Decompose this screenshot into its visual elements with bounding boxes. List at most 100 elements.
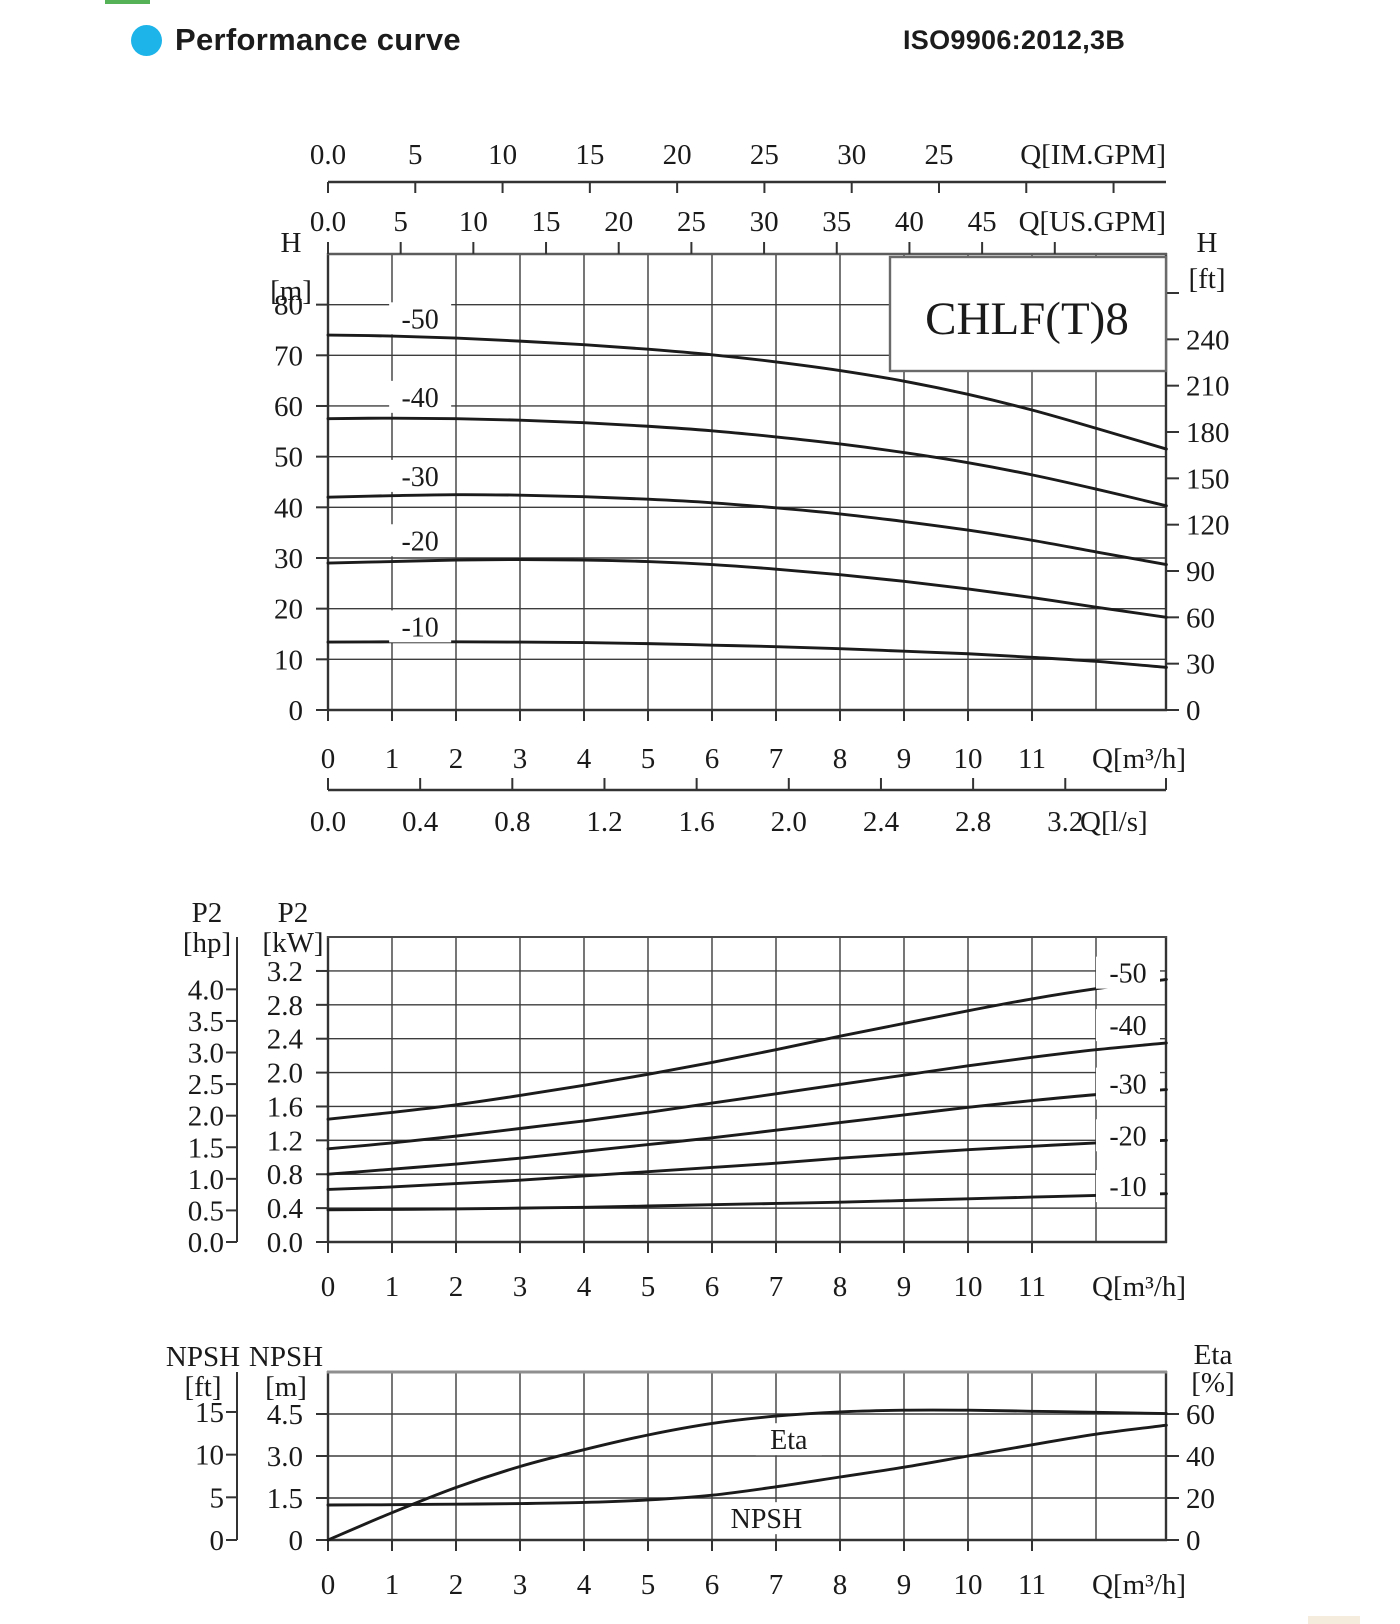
curve--30 — [326, 493, 1168, 567]
curve-label: NPSH — [731, 1504, 803, 1535]
curve-label: -30 — [401, 462, 438, 493]
secondary-left-tick-label: 0.5 — [188, 1195, 224, 1227]
left-axis-title-unit: [m] — [270, 275, 312, 307]
secondary-left-tick-label: 2.5 — [188, 1069, 224, 1101]
chart-npsh: 01.53.04.5NPSH[m]051015NPSH[ft]0204060Et… — [166, 1339, 1235, 1601]
im-gpm-tick-label: 10 — [488, 139, 517, 171]
bottom-axis-tick-label: 9 — [897, 1569, 912, 1601]
lps-tick-label: 2.4 — [863, 806, 900, 838]
left-axis-title-unit: [m] — [265, 1371, 307, 1403]
curve-label: -40 — [1109, 1011, 1146, 1042]
lps-tick-label: 2.0 — [771, 806, 807, 838]
curve--10 — [326, 1192, 1168, 1212]
left-axis-tick-label: 3.2 — [267, 956, 303, 988]
secondary-left-axis-title: NPSH — [166, 1341, 240, 1373]
lps-tick-label: 0.4 — [402, 806, 439, 838]
decoration-green-sliver — [105, 0, 150, 4]
right-axis-tick-label: 60 — [1186, 602, 1215, 634]
im-gpm-tick-label: 25 — [924, 139, 953, 171]
us-gpm-tick-label: 5 — [393, 206, 408, 238]
bottom-axis-tick-label: 10 — [954, 1569, 983, 1601]
bottom-axis-tick-label: 11 — [1018, 1569, 1046, 1601]
right-axis-tick-label: 150 — [1186, 463, 1230, 495]
decoration-tan-sliver — [1308, 1616, 1360, 1624]
bottom-axis-tick-label: 3 — [513, 743, 528, 775]
curve--40 — [326, 416, 1168, 508]
bottom-axis-tick-label: 8 — [833, 743, 848, 775]
bottom-axis-tick-label: 3 — [513, 1569, 528, 1601]
curve-label-bg — [389, 380, 452, 413]
curve-label-bg — [755, 1423, 822, 1456]
left-axis-tick-label: 70 — [274, 340, 303, 372]
curve--50 — [326, 977, 1168, 1121]
left-axis-title: H — [281, 227, 302, 259]
curve--40 — [326, 1041, 1168, 1151]
curve-label: -20 — [401, 526, 438, 557]
chart-power: 0.00.40.81.21.62.02.42.83.2P2[kW]0.00.51… — [183, 897, 1186, 1303]
bottom-axis-tick-label: 5 — [641, 1271, 656, 1303]
bottom-axis-tick-label: 1 — [385, 743, 400, 775]
lps-tick-label: 2.8 — [955, 806, 991, 838]
bottom-axis-tick-label: 3 — [513, 1271, 528, 1303]
model-label: CHLF(T)8 — [925, 293, 1129, 345]
secondary-left-tick-label: 0.0 — [188, 1227, 224, 1259]
secondary-left-tick-label: 4.0 — [188, 974, 224, 1006]
curve-label-bg — [1096, 1067, 1160, 1100]
bottom-axis-title: Q[m³/h] — [1092, 1569, 1186, 1601]
bottom-axis-tick-label: 2 — [449, 1271, 464, 1303]
curve-label-bg — [389, 302, 452, 335]
bottom-axis-tick-label: 0 — [321, 1569, 336, 1601]
secondary-left-tick-label: 1.0 — [188, 1164, 224, 1196]
us-gpm-tick-label: 0.0 — [310, 206, 346, 238]
curve-label: -10 — [401, 612, 438, 643]
bottom-axis-tick-label: 7 — [769, 1569, 784, 1601]
us-gpm-tick-label: 40 — [895, 206, 924, 238]
im-gpm-tick-label: 20 — [663, 139, 692, 171]
us-gpm-tick-label: 10 — [459, 206, 488, 238]
curve-label-bg — [389, 524, 452, 557]
left-axis-tick-label: 2.0 — [267, 1058, 303, 1090]
left-axis-tick-label: 0.4 — [267, 1193, 304, 1225]
bottom-axis-tick-label: 4 — [577, 743, 592, 775]
curve-label: -30 — [1109, 1070, 1146, 1101]
us-gpm-tick-label: 30 — [750, 206, 779, 238]
us-gpm-axis-title: Q[US.GPM] — [1019, 206, 1166, 238]
left-axis-tick-label: 2.4 — [267, 1024, 304, 1056]
bottom-axis-title: Q[m³/h] — [1092, 1271, 1186, 1303]
lps-tick-label: 1.2 — [586, 806, 622, 838]
us-gpm-tick-label: 25 — [677, 206, 706, 238]
bottom-axis-tick-label: 10 — [954, 743, 983, 775]
right-axis-tick-label: 240 — [1186, 324, 1230, 356]
secondary-left-tick-label: 3.5 — [188, 1006, 224, 1038]
right-axis-tick-label: 120 — [1186, 510, 1230, 542]
secondary-left-tick-label: 2.0 — [188, 1101, 224, 1133]
curve--30 — [326, 1088, 1168, 1176]
im-gpm-tick-label: 0.0 — [310, 139, 346, 171]
left-axis-tick-label: 2.8 — [267, 990, 303, 1022]
bottom-axis-tick-label: 0 — [321, 1271, 336, 1303]
chart-head: 01020304050607080H[m]0306090120150180210… — [270, 139, 1229, 838]
right-axis-tick-label: 60 — [1186, 1399, 1215, 1431]
lps-tick-label: 0.0 — [310, 806, 346, 838]
bottom-axis-tick-label: 7 — [769, 1271, 784, 1303]
secondary-left-tick-label: 3.0 — [188, 1038, 224, 1070]
left-axis-tick-label: 4.5 — [267, 1399, 303, 1431]
right-axis-tick-label: 0 — [1186, 1525, 1201, 1557]
bottom-axis-tick-label: 5 — [641, 1569, 656, 1601]
right-axis-tick-label: 30 — [1186, 649, 1215, 681]
curve-label-bg — [389, 610, 452, 643]
bottom-axis-tick-label: 6 — [705, 743, 720, 775]
left-axis-title: NPSH — [249, 1341, 323, 1373]
left-axis-tick-label: 10 — [274, 644, 303, 676]
bottom-axis-title: Q[m³/h] — [1092, 743, 1186, 775]
curve--20 — [326, 558, 1168, 619]
curve-eta — [326, 1408, 1168, 1542]
secondary-left-axis-title-unit: [ft] — [184, 1371, 221, 1403]
right-axis-tick-label: 210 — [1186, 371, 1230, 403]
left-axis-tick-label: 20 — [274, 594, 303, 626]
curve-label: -20 — [1109, 1121, 1146, 1152]
right-axis-tick-label: 90 — [1186, 556, 1215, 588]
right-axis-title: Eta — [1194, 1339, 1233, 1371]
im-gpm-tick-label: 30 — [837, 139, 866, 171]
bottom-axis-tick-label: 2 — [449, 1569, 464, 1601]
